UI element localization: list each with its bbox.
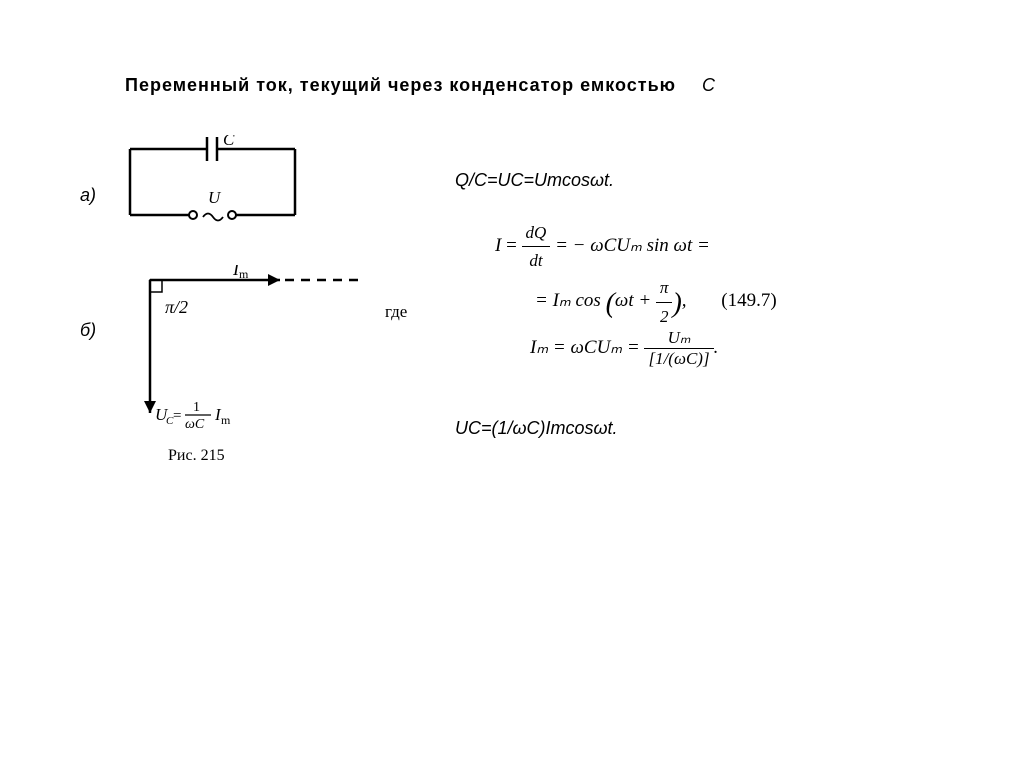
figure-caption: Рис. 215 <box>168 447 225 465</box>
equation-1: Q/C=UC=Umcosωt. <box>455 170 777 191</box>
where-label: где <box>385 302 407 322</box>
eq3-frac: Uₘ [1/(ωC)] <box>644 328 713 369</box>
equations-column: Q/C=UC=Umcosωt. I = dQ dt = − ωCUₘ sin ω… <box>455 170 777 330</box>
phasor-svg: I m π/2 U C = 1 ωC I m <box>115 265 375 445</box>
title-text: Переменный ток, текущий через конденсато… <box>125 75 676 95</box>
equation-number: (149.7) <box>721 290 776 311</box>
eq2-frac1: dQ dt <box>522 219 551 274</box>
im-sub: m <box>239 267 249 281</box>
equation-2: I = dQ dt = − ωCUₘ sin ωt = = Iₘ cos (ωt… <box>495 219 777 330</box>
subfigure-label-b: б) <box>80 320 96 341</box>
eq2-close: , <box>682 290 687 311</box>
circuit-diagram: а) б) C U I m π/2 U C <box>80 135 380 475</box>
eq2-lhs: I <box>495 235 501 256</box>
frac-num: 1 <box>193 400 200 415</box>
page-title: Переменный ток, текущий через конденсато… <box>125 75 716 96</box>
frac-den: ωC <box>185 417 205 432</box>
eq2-rhs1: = − ωCUₘ sin ωt = <box>555 235 710 256</box>
subfigure-label-a: а) <box>80 185 96 206</box>
capacitor-label: C <box>223 135 235 149</box>
voltage-label: U <box>208 188 222 207</box>
eq3-end: . <box>714 337 719 358</box>
eq2-line2a: = Iₘ cos <box>535 290 601 311</box>
eq2-frac2: π 2 <box>656 274 673 329</box>
angle-label: π/2 <box>165 297 188 317</box>
eq-sign: = <box>173 408 181 424</box>
equation-3: Iₘ = ωCUₘ = Uₘ [1/(ωC)] . <box>530 328 718 369</box>
eq2-paren: ωt + <box>615 290 656 311</box>
circuit-a-svg: C U <box>115 135 345 245</box>
im2-sub: m <box>221 413 231 427</box>
equation-4: UC=(1/ωC)Imcosωt. <box>455 418 618 439</box>
capacitor-symbol: С <box>702 75 716 95</box>
eq3-lhs: Iₘ = ωCUₘ = <box>530 337 644 358</box>
